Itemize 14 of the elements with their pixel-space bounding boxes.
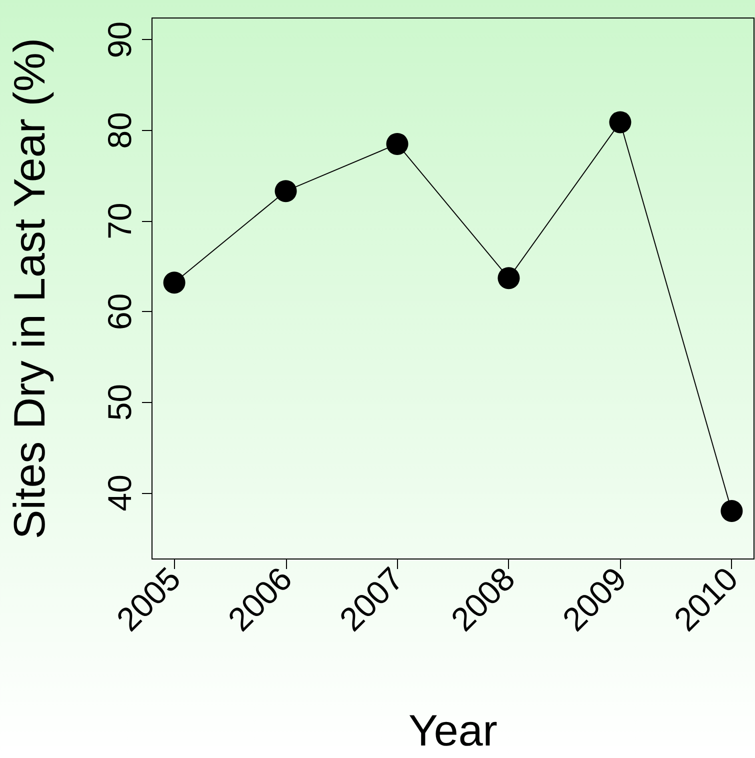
point [274,180,297,202]
point [163,272,186,294]
x-axis-title: Year [408,706,498,756]
y-tick-label: 80 [101,112,138,149]
y-tick-label: 70 [101,202,138,240]
point [720,500,743,522]
point [498,267,520,290]
point [386,132,408,155]
point [609,111,632,134]
y-tick-label: 40 [101,474,138,512]
y-tick-label: 50 [101,384,138,421]
y-axis-title: Sites Dry in Last Year (%) [6,38,54,540]
y-tick-label: 90 [101,21,138,58]
y-tick-label: 60 [101,293,138,330]
